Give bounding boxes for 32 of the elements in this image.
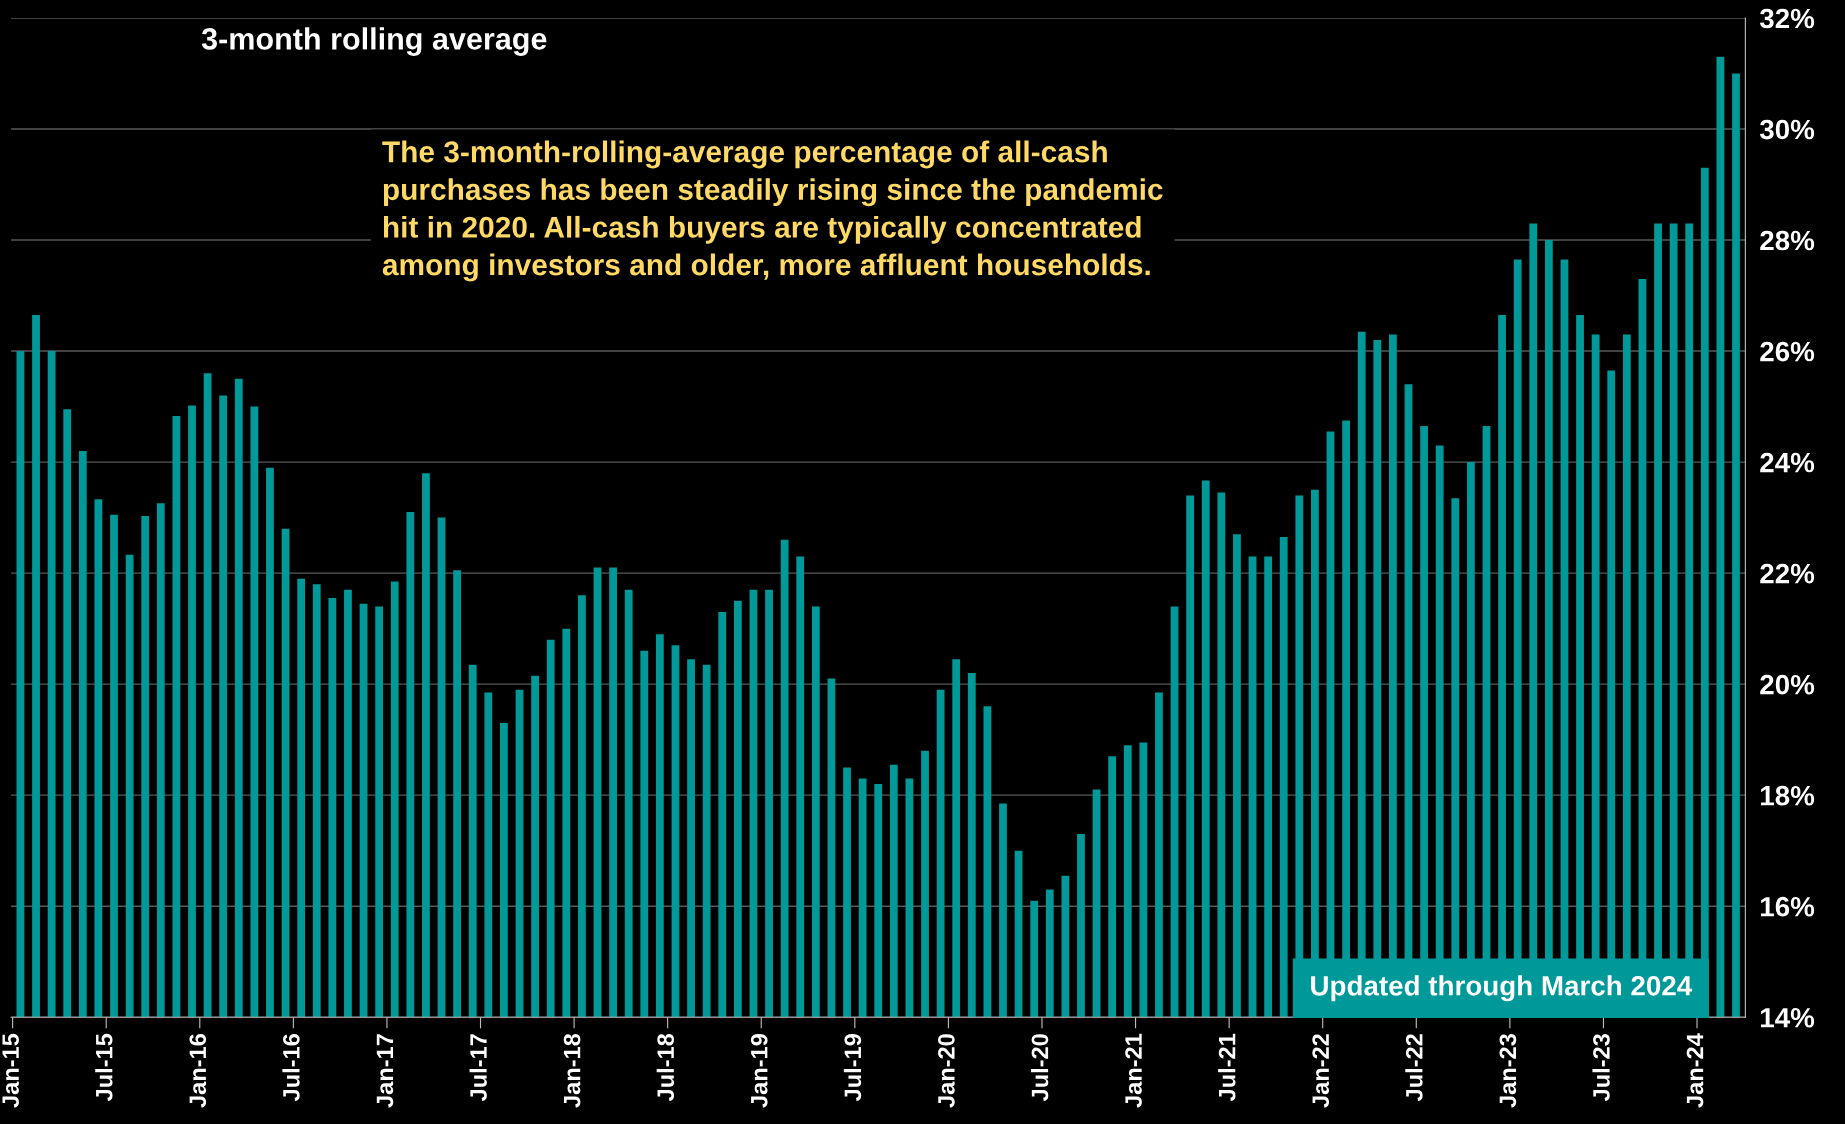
x-tick-label: Jul-15 — [95, 1033, 113, 1102]
annotation: Updated through March 2024 — [1311, 975, 1693, 1002]
x-tick-label: Jul-18 — [656, 1033, 675, 1102]
x-tick-label: Jul-22 — [1405, 1034, 1423, 1102]
y-tick-label: 26% — [1760, 341, 1815, 362]
x-tick-label: Jan-24 — [1686, 1033, 1704, 1108]
x-tick-label: Jan-15 — [2, 1033, 19, 1108]
x-tick-label: Jan-16 — [189, 1034, 207, 1108]
x-tick-label: Jan-17 — [376, 1034, 394, 1108]
x-tick-label: Jul-20 — [1030, 1034, 1049, 1102]
x-tick-label: Jul-19 — [843, 1034, 862, 1102]
chart-title: 3-month rolling average — [201, 27, 547, 56]
x-tick-label: Jan-19 — [750, 1034, 768, 1108]
y-tick-label: 22% — [1760, 563, 1815, 584]
x-tick-label: Jan-23 — [1499, 1034, 1517, 1108]
x-tick-label: Jan-18 — [563, 1033, 581, 1108]
annotation: The 3-month-rolling-average percentage of all-cash purchases has been steadily rising since the pandemic hit in 2020. All-cash buyers are typically concentrated among investors and older, more affluent households. — [382, 140, 1163, 282]
x-tick-label: Jul-16 — [282, 1034, 300, 1102]
x-tick-label: Jul-17 — [469, 1034, 487, 1102]
x-tick-label: Jul-21 — [1218, 1033, 1236, 1102]
x-tick-label: Jul-23 — [1592, 1034, 1610, 1102]
x-tick-label: Jan-20 — [938, 1034, 955, 1108]
y-tick-label: 30% — [1759, 119, 1815, 140]
x-tick-label: Jan-21 — [1125, 1033, 1142, 1108]
y-tick-label: 18% — [1761, 785, 1815, 806]
y-tick-label: 14% — [1761, 1007, 1815, 1028]
y-tick-label: 16% — [1761, 896, 1815, 917]
y-tick-label: 28% — [1760, 230, 1815, 251]
y-tick-label: 20% — [1760, 674, 1815, 695]
x-tick-label: Jan-22 — [1312, 1034, 1330, 1108]
y-tick-label: 32% — [1759, 8, 1815, 29]
y-tick-label: 24% — [1760, 452, 1815, 473]
